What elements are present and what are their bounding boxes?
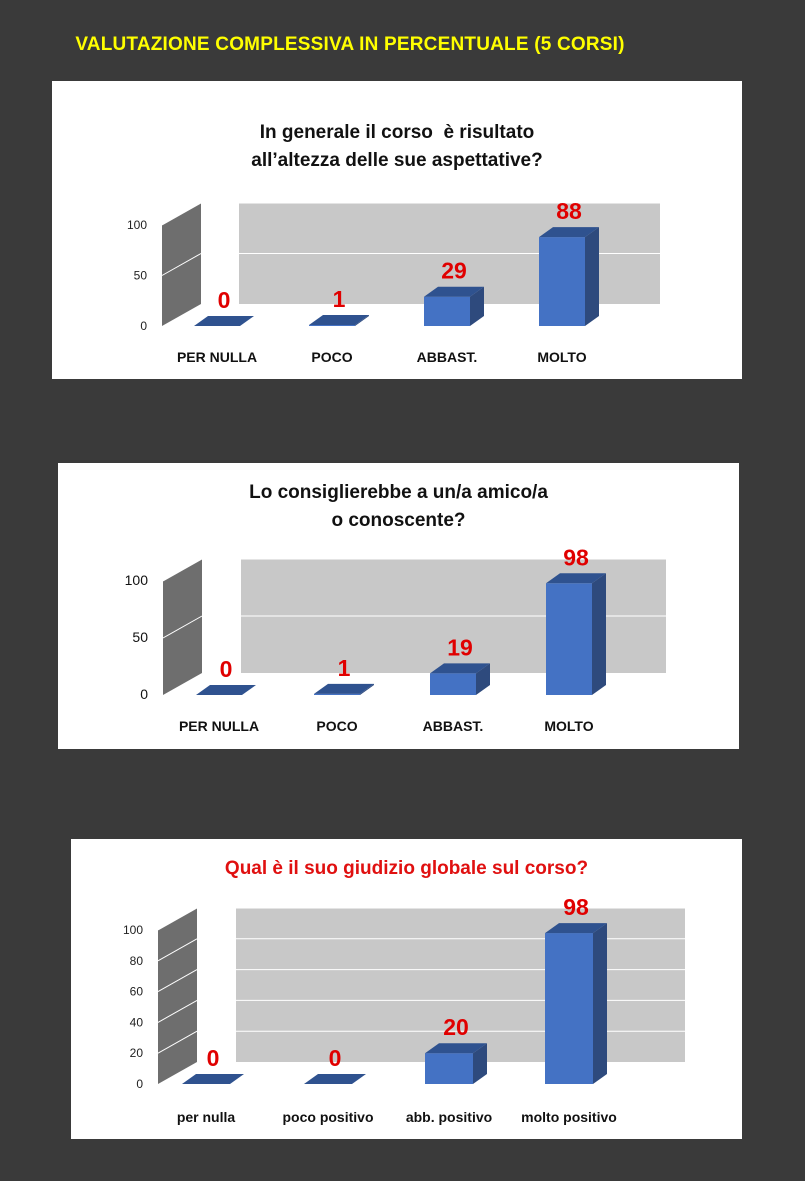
- bar-top: [182, 1074, 244, 1084]
- bar-top: [194, 316, 254, 326]
- y-tick-label: 40: [130, 1015, 144, 1029]
- bar-side: [585, 227, 599, 326]
- data-label: 1: [333, 286, 346, 312]
- x-category-label: ABBAST.: [423, 718, 484, 734]
- bar-top: [314, 683, 374, 694]
- bar-side: [470, 286, 484, 326]
- y-tick-label: 100: [123, 923, 143, 937]
- bar-side: [355, 314, 369, 326]
- bar: [539, 237, 585, 326]
- y-tick-label: 100: [127, 218, 147, 232]
- bar-side: [592, 573, 606, 695]
- data-label: 0: [220, 656, 233, 682]
- y-tick-label: 50: [132, 629, 148, 645]
- plot-back-wall: [236, 908, 685, 1062]
- chart-consiglio: Lo consiglierebbe a un/a amico/a o conosc…: [125, 482, 666, 734]
- bar: [314, 693, 360, 695]
- data-label: 0: [218, 287, 231, 313]
- page-title: VALUTAZIONE COMPLESSIVA IN PERCENTUALE (…: [75, 34, 625, 55]
- gridline: [161, 202, 202, 226]
- data-label: 88: [556, 198, 582, 224]
- x-category-label: poco positivo: [283, 1109, 374, 1125]
- bar-side: [476, 663, 490, 695]
- chart-title: Lo consiglierebbe a un/a amico/a: [249, 482, 548, 503]
- plot-side-wall: [158, 908, 197, 1084]
- chart-title: all’altezza delle sue aspettative?: [251, 150, 542, 171]
- bar-top: [430, 663, 490, 674]
- y-tick-label: 50: [134, 269, 148, 283]
- bar-top: [424, 286, 484, 297]
- data-label: 20: [443, 1014, 469, 1040]
- gridline: [157, 969, 198, 993]
- bar-side: [593, 923, 607, 1084]
- gridline: [162, 615, 203, 639]
- chart-panel-aspettative: In generale il corso è risultato all’alte…: [52, 81, 742, 379]
- y-tick-label: 0: [136, 1077, 143, 1091]
- bar-top: [304, 1074, 366, 1084]
- data-label: 29: [441, 258, 467, 284]
- data-label: 98: [563, 544, 589, 570]
- x-category-label: molto positivo: [521, 1109, 617, 1125]
- y-tick-label: 100: [125, 572, 149, 588]
- x-category-label: PER NULLA: [177, 349, 257, 365]
- bar-top: [309, 314, 369, 325]
- data-label: 98: [563, 894, 589, 920]
- data-label: 1: [338, 655, 351, 681]
- bar: [424, 296, 470, 326]
- x-category-label: MOLTO: [537, 349, 586, 365]
- chart-giudizio: Qual è il suo giudizio globale sul corso…: [123, 858, 685, 1125]
- bar: [309, 324, 355, 326]
- gridline: [162, 558, 203, 582]
- bar: [430, 673, 476, 695]
- bar-top: [546, 573, 606, 584]
- chart-title: Qual è il suo giudizio globale sul corso…: [225, 858, 588, 879]
- chart-panel-consiglio: Lo consiglierebbe a un/a amico/a o conosc…: [58, 463, 739, 749]
- x-category-label: per nulla: [177, 1109, 236, 1125]
- bar-top: [539, 227, 599, 238]
- bar: [425, 1053, 473, 1084]
- x-category-label: abb. positivo: [406, 1109, 492, 1125]
- gridline: [157, 999, 198, 1023]
- gridline: [157, 907, 198, 931]
- bar: [545, 933, 593, 1084]
- data-label: 19: [447, 634, 473, 660]
- chart-panel-giudizio: Qual è il suo giudizio globale sul corso…: [71, 839, 742, 1139]
- y-tick-label: 20: [130, 1046, 144, 1060]
- x-category-label: POCO: [316, 718, 357, 734]
- bar-top: [196, 685, 256, 695]
- gridline: [157, 938, 198, 962]
- bar: [546, 583, 592, 695]
- y-tick-label: 0: [140, 319, 147, 333]
- data-label: 0: [329, 1045, 342, 1071]
- bar-top: [545, 923, 607, 934]
- bar-side: [360, 683, 374, 695]
- x-category-label: MOLTO: [544, 718, 593, 734]
- bar-side: [473, 1043, 487, 1084]
- gridline: [161, 253, 202, 276]
- y-tick-label: 0: [140, 686, 148, 702]
- chart-title: In generale il corso è risultato: [260, 122, 535, 143]
- x-category-label: PER NULLA: [179, 718, 259, 734]
- x-category-label: ABBAST.: [417, 349, 478, 365]
- y-tick-label: 80: [130, 954, 144, 968]
- data-label: 0: [207, 1045, 220, 1071]
- chart-aspettative: In generale il corso è risultato all’alte…: [127, 122, 660, 365]
- y-tick-label: 60: [130, 985, 144, 999]
- gridline: [157, 1030, 198, 1054]
- chart-title: o conoscente?: [331, 510, 465, 531]
- bar-top: [425, 1043, 487, 1054]
- x-category-label: POCO: [311, 349, 352, 365]
